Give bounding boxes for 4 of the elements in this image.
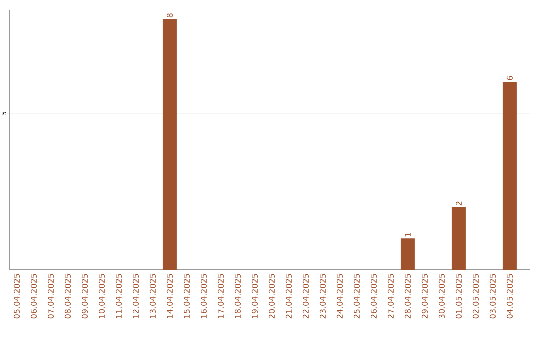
bar (502, 82, 517, 270)
bar (162, 19, 177, 270)
bar (400, 238, 415, 270)
bar (452, 207, 466, 270)
